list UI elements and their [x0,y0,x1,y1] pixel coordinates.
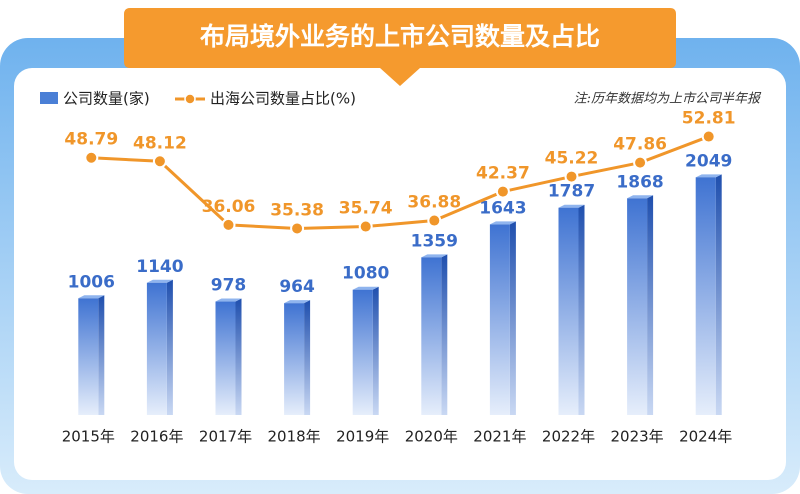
value-label: 2049 [685,151,732,171]
legend-label: 出海公司数量占比(%) [210,90,356,108]
x-tick-label: 2019年 [336,428,389,446]
bar-top [78,295,105,299]
x-tick-label: 2020年 [405,428,458,446]
point [701,129,716,144]
value-label: 35.38 [270,200,324,220]
bar-side [98,295,105,415]
x-tick-label: 2022年 [542,428,595,446]
value-label: 52.81 [682,109,736,129]
point [427,213,442,228]
bar-top [558,204,585,208]
value-label: 36.06 [202,197,256,217]
value-label: 1080 [342,264,389,284]
point [221,217,236,232]
bar-top [215,298,242,302]
bar-side [578,204,585,415]
title-banner [124,8,676,86]
legend-swatch [40,92,58,104]
bar [695,177,716,415]
value-label: 42.37 [476,164,530,184]
bar [489,224,510,415]
point [84,150,99,165]
bar-top [627,195,654,199]
note: 注:历年数据均为上市公司半年报 [574,91,762,107]
bar [352,289,373,415]
x-tick-label: 2023年 [611,428,664,446]
bar-side [509,221,516,415]
value-label: 47.86 [613,135,667,155]
bar-side [647,195,654,415]
bar-side [715,174,722,415]
legend-label: 公司数量(家) [63,90,150,108]
chart-title: 布局境外业务的上市公司数量及占比 [200,22,600,51]
point [633,155,648,170]
x-tick-label: 2018年 [268,428,321,446]
line [91,135,710,230]
bar-side [166,279,173,415]
value-label: 1868 [616,172,663,192]
bar [558,207,579,415]
point [564,169,579,184]
value-label: 964 [279,277,315,297]
x-tick-label: 2024年 [679,428,732,446]
point [290,221,305,236]
legend-swatch [184,93,196,105]
bar-side [372,286,379,415]
bar [627,198,648,415]
value-label: 1359 [411,231,458,251]
bar-top [284,300,311,304]
bar [146,282,167,415]
bar [215,301,236,415]
bar [421,257,442,415]
value-label: 1787 [548,182,595,202]
value-label: 1140 [136,257,183,277]
bar-side [441,254,448,415]
bar-side [235,298,242,415]
x-tick-label: 2016年 [130,428,183,446]
bar-top [352,286,379,290]
bar-top [695,174,722,178]
value-label: 48.12 [133,133,187,153]
point [152,154,167,169]
card [14,68,786,480]
bar [284,303,305,415]
x-tick-label: 2015年 [62,428,115,446]
value-label: 45.22 [545,149,599,169]
value-label: 35.74 [339,199,393,219]
bar-top [421,254,448,258]
bar-top [489,221,516,225]
bar-side [304,300,311,415]
x-tick-label: 2021年 [473,428,526,446]
value-label: 978 [211,276,247,296]
bar-top [146,279,173,283]
value-label: 1643 [479,198,526,218]
value-label: 1006 [68,272,115,292]
value-label: 36.88 [407,193,461,213]
point [495,184,510,199]
point [358,219,373,234]
value-label: 48.79 [64,130,118,150]
x-tick-label: 2017年 [199,428,252,446]
bar [78,298,99,415]
